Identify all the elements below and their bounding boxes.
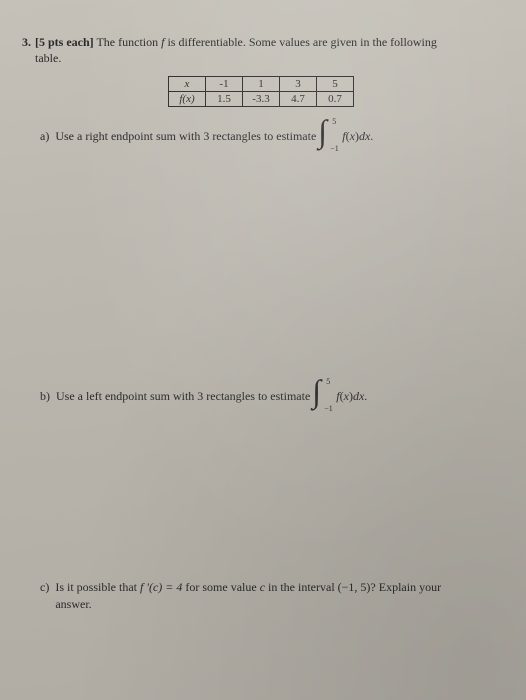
- part-c: c) Is it possible that f ′(c) = 4 for so…: [40, 579, 500, 611]
- integral-lower: −1: [324, 404, 333, 415]
- part-c-text-c: in the interval (−1, 5)? Explain your: [265, 580, 441, 594]
- integral-body: f(x)dx.: [342, 128, 373, 144]
- value-table: x -1 1 3 5 f(x) 1.5 -3.3 4.7 0.7: [168, 76, 354, 107]
- question-number: 3.: [22, 34, 31, 66]
- part-a-text: Use a right endpoint sum with 3 rectangl…: [55, 128, 316, 144]
- fx-cell: 4.7: [280, 92, 317, 107]
- x-label-cell: x: [169, 77, 206, 92]
- integral-a: ∫ 5 −1 f(x)dx.: [320, 121, 373, 151]
- integral-upper: 5: [326, 377, 330, 388]
- table-row: x -1 1 3 5: [169, 77, 354, 92]
- integral-glyph: ∫: [312, 375, 321, 407]
- table-row: f(x) 1.5 -3.3 4.7 0.7: [169, 92, 354, 107]
- prompt-text-b: is differentiable. Some values are given…: [164, 35, 436, 49]
- part-c-text-b: for some value: [182, 580, 259, 594]
- part-c-text-a: Is it possible that: [55, 580, 140, 594]
- fx-cell: -3.3: [243, 92, 280, 107]
- question-header: 3. [5 pts each] The function f is differ…: [22, 34, 500, 66]
- int-dx: dx: [353, 389, 364, 403]
- integral-lower: −1: [330, 144, 339, 155]
- part-c-text-d: answer.: [55, 597, 91, 611]
- integral-glyph: ∫: [318, 115, 327, 147]
- part-label: b): [40, 388, 50, 404]
- int-period: .: [370, 129, 373, 143]
- fx-cell: 1.5: [206, 92, 243, 107]
- integral-symbol: ∫ 5 −1: [320, 121, 338, 151]
- part-label: a): [40, 128, 49, 144]
- integral-b: ∫ 5 −1 f(x)dx.: [314, 381, 367, 411]
- int-period: .: [364, 389, 367, 403]
- part-a: a) Use a right endpoint sum with 3 recta…: [40, 121, 500, 151]
- points-tag: [5 pts each]: [35, 35, 94, 49]
- x-cell: 3: [280, 77, 317, 92]
- x-cell: -1: [206, 77, 243, 92]
- part-c-expr: f ′(c) = 4: [140, 580, 182, 594]
- prompt-text-c: table.: [35, 51, 61, 65]
- int-dx: dx: [359, 129, 370, 143]
- integral-symbol: ∫ 5 −1: [314, 381, 332, 411]
- part-c-body: Is it possible that f ′(c) = 4 for some …: [55, 579, 441, 611]
- value-table-wrap: x -1 1 3 5 f(x) 1.5 -3.3 4.7 0.7: [22, 76, 500, 107]
- x-cell: 1: [243, 77, 280, 92]
- fx-label-cell: f(x): [169, 92, 206, 107]
- question-prompt: [5 pts each] The function f is different…: [35, 34, 500, 66]
- x-cell: 5: [317, 77, 354, 92]
- part-label: c): [40, 579, 49, 595]
- integral-upper: 5: [332, 117, 336, 128]
- part-b: b) Use a left endpoint sum with 3 rectan…: [40, 381, 500, 411]
- part-b-text: Use a left endpoint sum with 3 rectangle…: [56, 388, 310, 404]
- fx-cell: 0.7: [317, 92, 354, 107]
- worksheet-page: 3. [5 pts each] The function f is differ…: [0, 0, 526, 700]
- integral-body: f(x)dx.: [336, 388, 367, 404]
- prompt-text-a: The function: [96, 35, 161, 49]
